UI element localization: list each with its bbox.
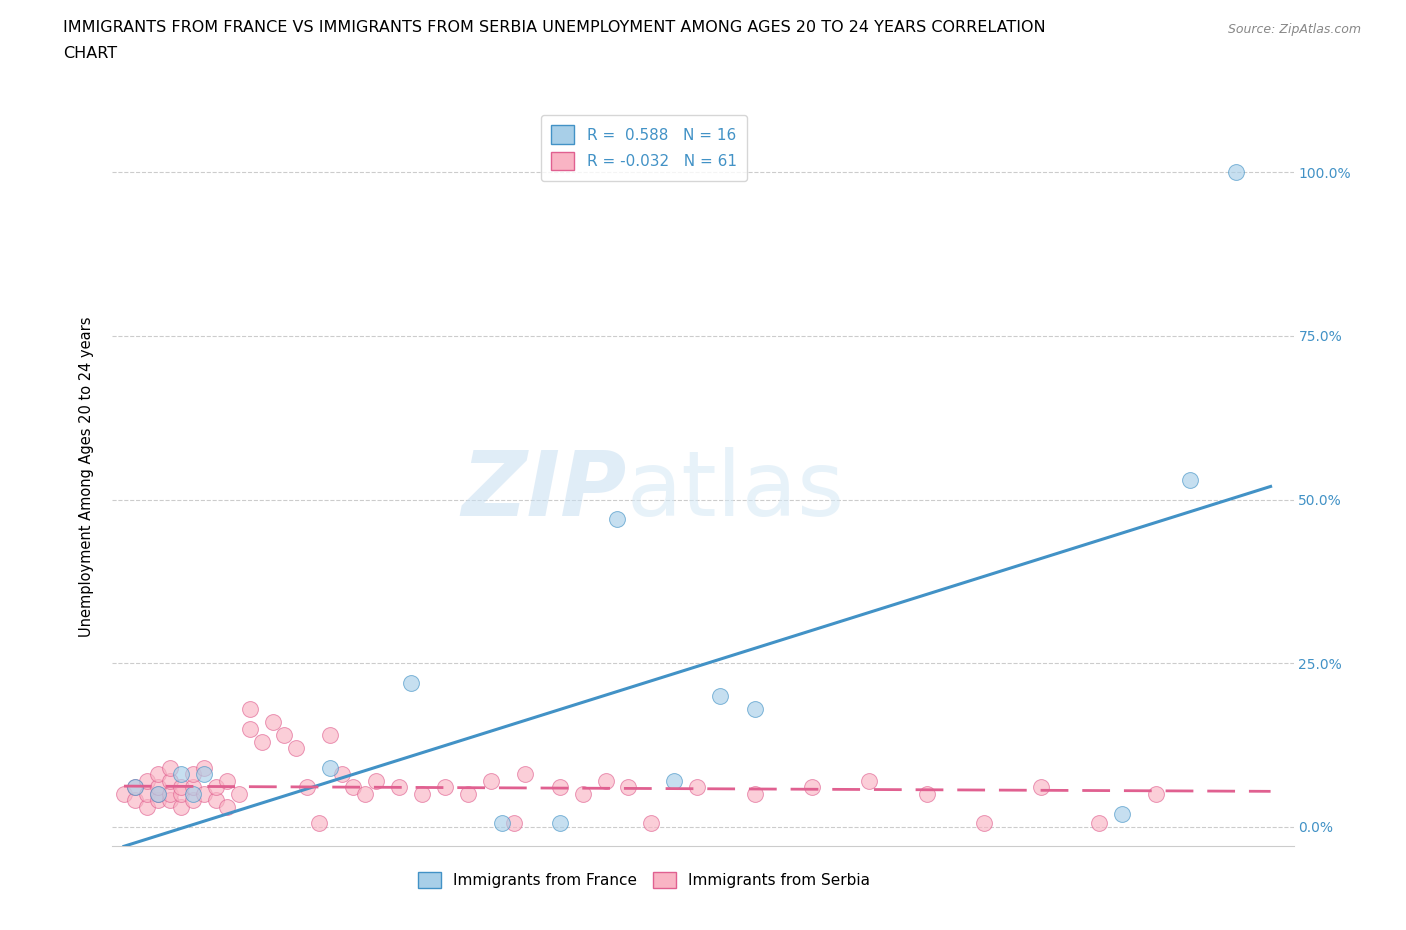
Point: [204, 793, 226, 808]
Point: [159, 774, 181, 789]
Point: [1180, 472, 1202, 487]
Text: ZIP: ZIP: [461, 447, 626, 536]
Point: [239, 701, 262, 716]
Point: [135, 774, 157, 789]
Point: [217, 774, 239, 789]
Point: [686, 780, 709, 795]
Point: [664, 774, 686, 789]
Point: [308, 816, 330, 830]
Point: [148, 767, 170, 782]
Point: [297, 780, 319, 795]
Point: [366, 774, 388, 789]
Point: [1225, 165, 1247, 179]
Point: [148, 780, 170, 795]
Point: [858, 774, 880, 789]
Point: [250, 734, 273, 749]
Point: [159, 787, 181, 802]
Point: [124, 780, 146, 795]
Point: [273, 727, 295, 742]
Point: [973, 816, 995, 830]
Point: [228, 787, 250, 802]
Point: [170, 767, 193, 782]
Point: [159, 761, 181, 776]
Point: [515, 767, 537, 782]
Point: [284, 740, 307, 755]
Point: [217, 800, 239, 815]
Point: [1111, 806, 1133, 821]
Y-axis label: Unemployment Among Ages 20 to 24 years: Unemployment Among Ages 20 to 24 years: [79, 316, 94, 637]
Point: [135, 787, 157, 802]
Legend: Immigrants from France, Immigrants from Serbia: Immigrants from France, Immigrants from …: [412, 866, 876, 894]
Point: [181, 767, 204, 782]
Point: [148, 793, 170, 808]
Point: [709, 688, 731, 703]
Point: [353, 787, 375, 802]
Point: [239, 721, 262, 736]
Point: [744, 701, 766, 716]
Point: [135, 800, 157, 815]
Point: [193, 761, 215, 776]
Text: atlas: atlas: [626, 447, 845, 536]
Point: [411, 787, 433, 802]
Text: IMMIGRANTS FROM FRANCE VS IMMIGRANTS FROM SERBIA UNEMPLOYMENT AMONG AGES 20 TO 2: IMMIGRANTS FROM FRANCE VS IMMIGRANTS FRO…: [63, 20, 1046, 35]
Text: CHART: CHART: [63, 46, 117, 61]
Point: [502, 816, 524, 830]
Point: [181, 780, 204, 795]
Point: [744, 787, 766, 802]
Point: [915, 787, 938, 802]
Point: [124, 793, 146, 808]
Point: [181, 793, 204, 808]
Point: [1087, 816, 1109, 830]
Point: [319, 727, 342, 742]
Point: [399, 675, 422, 690]
Point: [640, 816, 662, 830]
Point: [181, 787, 204, 802]
Point: [170, 780, 193, 795]
Point: [548, 816, 571, 830]
Point: [112, 787, 135, 802]
Point: [124, 780, 146, 795]
Point: [571, 787, 593, 802]
Point: [193, 787, 215, 802]
Point: [193, 767, 215, 782]
Point: [148, 787, 170, 802]
Point: [548, 780, 571, 795]
Point: [800, 780, 823, 795]
Point: [204, 780, 226, 795]
Point: [330, 767, 353, 782]
Point: [595, 774, 617, 789]
Point: [1144, 787, 1167, 802]
Text: Source: ZipAtlas.com: Source: ZipAtlas.com: [1227, 23, 1361, 36]
Point: [170, 787, 193, 802]
Point: [606, 512, 628, 526]
Point: [148, 787, 170, 802]
Point: [457, 787, 479, 802]
Point: [262, 714, 284, 729]
Point: [342, 780, 364, 795]
Point: [479, 774, 502, 789]
Point: [388, 780, 411, 795]
Point: [1031, 780, 1053, 795]
Point: [491, 816, 513, 830]
Point: [617, 780, 640, 795]
Point: [170, 800, 193, 815]
Point: [434, 780, 457, 795]
Point: [159, 793, 181, 808]
Point: [319, 761, 342, 776]
